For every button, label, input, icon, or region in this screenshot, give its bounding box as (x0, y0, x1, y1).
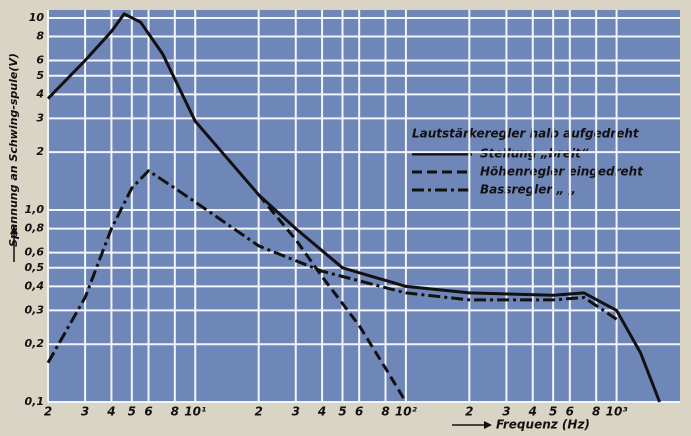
y-tick-label: 1,0 (25, 203, 45, 216)
legend-label: Höhenregler eingedreht (480, 165, 644, 179)
grid (47, 10, 680, 403)
y-tick-label: 6 (36, 54, 44, 67)
legend-label: Stellung „breit“ (480, 147, 589, 161)
x-axis-label: Frequenz (Hz) (496, 418, 590, 432)
x-tick-label: 2 (254, 405, 262, 419)
x-tick-label: 3 (292, 405, 300, 419)
x-tick-label: 4 (528, 405, 537, 419)
x-tick-label: 8 (592, 405, 600, 419)
y-tick-label: 0,2 (25, 337, 45, 350)
x-tick-label: 4 (317, 405, 326, 419)
y-tick-label: 0,1 (25, 395, 45, 408)
y-tick-label: 2 (36, 145, 44, 158)
x-tick-label: 2 (465, 405, 473, 419)
y-tick-label: 3 (36, 111, 44, 124)
x-tick-label: 2 (44, 405, 52, 419)
x-tick-label: 5 (338, 405, 346, 419)
x-tick-label: 6 (355, 405, 363, 419)
x-tick-label: 5 (549, 405, 557, 419)
legend-label: Bassregler „ „ (480, 183, 576, 197)
y-tick-label: 10 (29, 11, 45, 24)
y-tick-label: 4 (35, 87, 44, 100)
y-tick-label: 0,3 (25, 303, 45, 316)
x-tick-label: 6 (144, 405, 152, 419)
x-tick-label: 10² (395, 405, 418, 419)
x-arrow-head (484, 421, 492, 429)
x-tick-label: 6 (566, 405, 574, 419)
y-arrow-head (10, 226, 18, 234)
y-tick-label: 8 (36, 30, 44, 43)
y-tick-label: 5 (36, 69, 44, 82)
x-tick-label: 3 (81, 405, 89, 419)
x-tick-label: 3 (502, 405, 510, 419)
y-tick-label: 0,4 (25, 279, 45, 292)
x-tick-label: 10³ (606, 405, 629, 419)
x-tick-label: 8 (171, 405, 179, 419)
legend-title: Lautstärkeregler halb aufgedreht (412, 127, 640, 141)
y-tick-label: 0,5 (25, 261, 45, 274)
x-tick-label: 8 (381, 405, 389, 419)
x-tick-label: 4 (106, 405, 115, 419)
data-line (46, 12, 661, 403)
y-axis-label: Spannung an Schwing-spule(V) (7, 53, 20, 247)
x-tick-label: 5 (128, 405, 136, 419)
x-tick-label: 10¹ (184, 405, 206, 419)
data-line (257, 193, 408, 403)
y-tick-label: 0,6 (25, 246, 45, 259)
data-line (46, 169, 618, 364)
y-tick-label: 0,8 (25, 222, 45, 235)
